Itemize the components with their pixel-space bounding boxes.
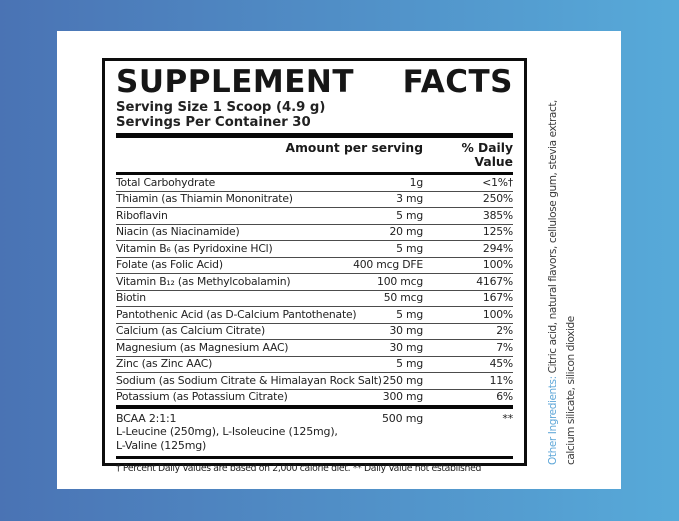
- divider-thick: [116, 405, 513, 409]
- daily-value-footnote: † Percent Daily Values are based on 2,00…: [116, 463, 482, 474]
- nutrient-daily-value: 385%: [482, 208, 513, 222]
- nutrient-amount: 30 mg: [389, 324, 423, 337]
- nutrient-name: Zinc (as Zinc AAC): [116, 357, 213, 370]
- bcaa-subingredients-line2: L-Valine (125mg): [116, 439, 207, 452]
- nutrient-name: Riboflavin: [116, 208, 168, 222]
- supplement-facts-panel: SUPPLEMENT FACTS Serving Size 1 Scoop (4…: [102, 58, 527, 474]
- table-row: Folate (as Folic Acid) 400 mcg DFE 100%: [116, 258, 513, 274]
- other-ingredients-line2: calcium silicate, silicon dioxide: [565, 316, 577, 465]
- table-row: Thiamin (as Thiamin Mononitrate) 3 mg 25…: [116, 192, 513, 208]
- nutrient-daily-value: 294%: [482, 241, 513, 255]
- nutrient-name: Niacin (as Niacinamide): [116, 225, 240, 238]
- divider-thick: [116, 133, 513, 138]
- nutrient-amount: 3 mg: [396, 192, 423, 205]
- nutrient-name: Potassium (as Potassium Citrate): [116, 390, 288, 403]
- nutrient-name: Sodium (as Sodium Citrate & Himalayan Ro…: [116, 373, 382, 387]
- column-header-amount: Amount per serving: [285, 141, 423, 155]
- bcaa-row: BCAA 2:1:1 500 mg **: [116, 412, 513, 425]
- nutrient-daily-value: 2%: [496, 324, 513, 337]
- divider-medium: [116, 456, 513, 459]
- nutrient-name: Biotin: [116, 291, 146, 304]
- nutrient-name: Thiamin (as Thiamin Mononitrate): [116, 192, 293, 205]
- table-row: Sodium (as Sodium Citrate & Himalayan Ro…: [116, 373, 513, 390]
- nutrient-amount: 1g: [409, 175, 424, 189]
- nutrient-name: Vitamin B₁₂ (as Methylcobalamin): [116, 274, 291, 288]
- nutrient-amount: 50 mcg: [383, 291, 423, 304]
- table-row: Vitamin B₁₂ (as Methylcobalamin) 100 mcg…: [116, 274, 513, 291]
- column-header-daily-value: % Daily Value: [461, 141, 513, 169]
- table-row: Vitamin B₆ (as Pyridoxine HCl) 5 mg 294%: [116, 241, 513, 258]
- nutrient-name: Folate (as Folic Acid): [116, 258, 223, 271]
- nutrient-amount: 30 mg: [389, 340, 423, 354]
- nutrient-amount: 5 mg: [396, 357, 423, 370]
- nutrient-amount: 5 mg: [396, 307, 423, 321]
- table-row: Magnesium (as Magnesium AAC) 30 mg 7%: [116, 340, 513, 357]
- nutrient-name: Calcium (as Calcium Citrate): [116, 324, 265, 337]
- bcaa-subingredients-line1: L-Leucine (250mg), L-Isoleucine (125mg),: [116, 425, 338, 438]
- nutrient-daily-value: 100%: [482, 307, 513, 321]
- label-card: SUPPLEMENT FACTS Serving Size 1 Scoop (4…: [57, 31, 621, 489]
- nutrient-rows: Total Carbohydrate 1g <1%† Thiamin (as T…: [116, 175, 513, 405]
- panel-title-right: FACTS: [402, 64, 513, 100]
- panel-title: SUPPLEMENT FACTS: [116, 64, 513, 100]
- nutrient-daily-value: <1%†: [482, 175, 513, 189]
- nutrient-daily-value: 7%: [496, 340, 513, 354]
- nutrient-daily-value: 100%: [482, 258, 513, 271]
- nutrient-amount: 250 mg: [382, 373, 423, 387]
- serving-size: Serving Size 1 Scoop (4.9 g): [116, 100, 326, 115]
- table-row: Zinc (as Zinc AAC) 5 mg 45%: [116, 357, 514, 373]
- nutrient-daily-value: 11%: [489, 373, 514, 387]
- nutrient-daily-value: 250%: [482, 192, 513, 205]
- bcaa-amount: 500 mg: [382, 412, 423, 425]
- column-headers: Amount per serving % Daily Value: [116, 138, 513, 172]
- bcaa-section: BCAA 2:1:1 500 mg ** L-Leucine (250mg), …: [116, 409, 513, 456]
- nutrient-daily-value: 45%: [489, 357, 514, 370]
- table-row: Biotin 50 mcg 167%: [116, 291, 513, 307]
- divider-medium: [116, 172, 513, 175]
- nutrient-amount: 100 mcg: [377, 274, 423, 288]
- nutrient-name: Vitamin B₆ (as Pyridoxine HCl): [116, 241, 273, 255]
- nutrient-amount: 300 mg: [382, 390, 423, 403]
- table-row: Niacin (as Niacinamide) 20 mg 125%: [116, 225, 513, 241]
- nutrient-name: Magnesium (as Magnesium AAC): [116, 340, 289, 354]
- nutrient-name: Pantothenic Acid (as D-Calcium Pantothen…: [116, 307, 357, 321]
- table-row: Riboflavin 5 mg 385%: [116, 208, 513, 225]
- nutrient-daily-value: 4167%: [476, 274, 513, 288]
- nutrient-daily-value: 6%: [496, 390, 513, 403]
- nutrient-amount: 20 mg: [389, 225, 423, 238]
- table-row: Pantothenic Acid (as D-Calcium Pantothen…: [116, 307, 513, 324]
- other-ingredients-label: Other Ingredients:: [547, 373, 559, 465]
- other-ingredients-line1: Other Ingredients: Citric acid, natural …: [544, 45, 562, 465]
- servings-per-container: Servings Per Container 30: [116, 115, 311, 130]
- table-row: Potassium (as Potassium Citrate) 300 mg …: [116, 390, 513, 406]
- table-row: Total Carbohydrate 1g <1%†: [116, 175, 513, 192]
- nutrient-name: Total Carbohydrate: [116, 175, 216, 189]
- nutrient-amount: 5 mg: [396, 241, 423, 255]
- table-row: Calcium (as Calcium Citrate) 30 mg 2%: [116, 324, 513, 340]
- bcaa-daily-value: **: [502, 412, 513, 425]
- nutrient-daily-value: 167%: [482, 291, 513, 304]
- nutrient-daily-value: 125%: [482, 225, 513, 238]
- other-ingredients-vertical-text: Other Ingredients: Citric acid, natural …: [544, 45, 580, 465]
- bcaa-name: BCAA 2:1:1: [116, 412, 177, 425]
- nutrient-amount: 400 mcg DFE: [353, 258, 423, 271]
- panel-title-left: SUPPLEMENT: [116, 64, 354, 100]
- nutrient-amount: 5 mg: [396, 208, 423, 222]
- other-ingredients-line1-rest: Citric acid, natural flavors, cellulose …: [547, 100, 559, 374]
